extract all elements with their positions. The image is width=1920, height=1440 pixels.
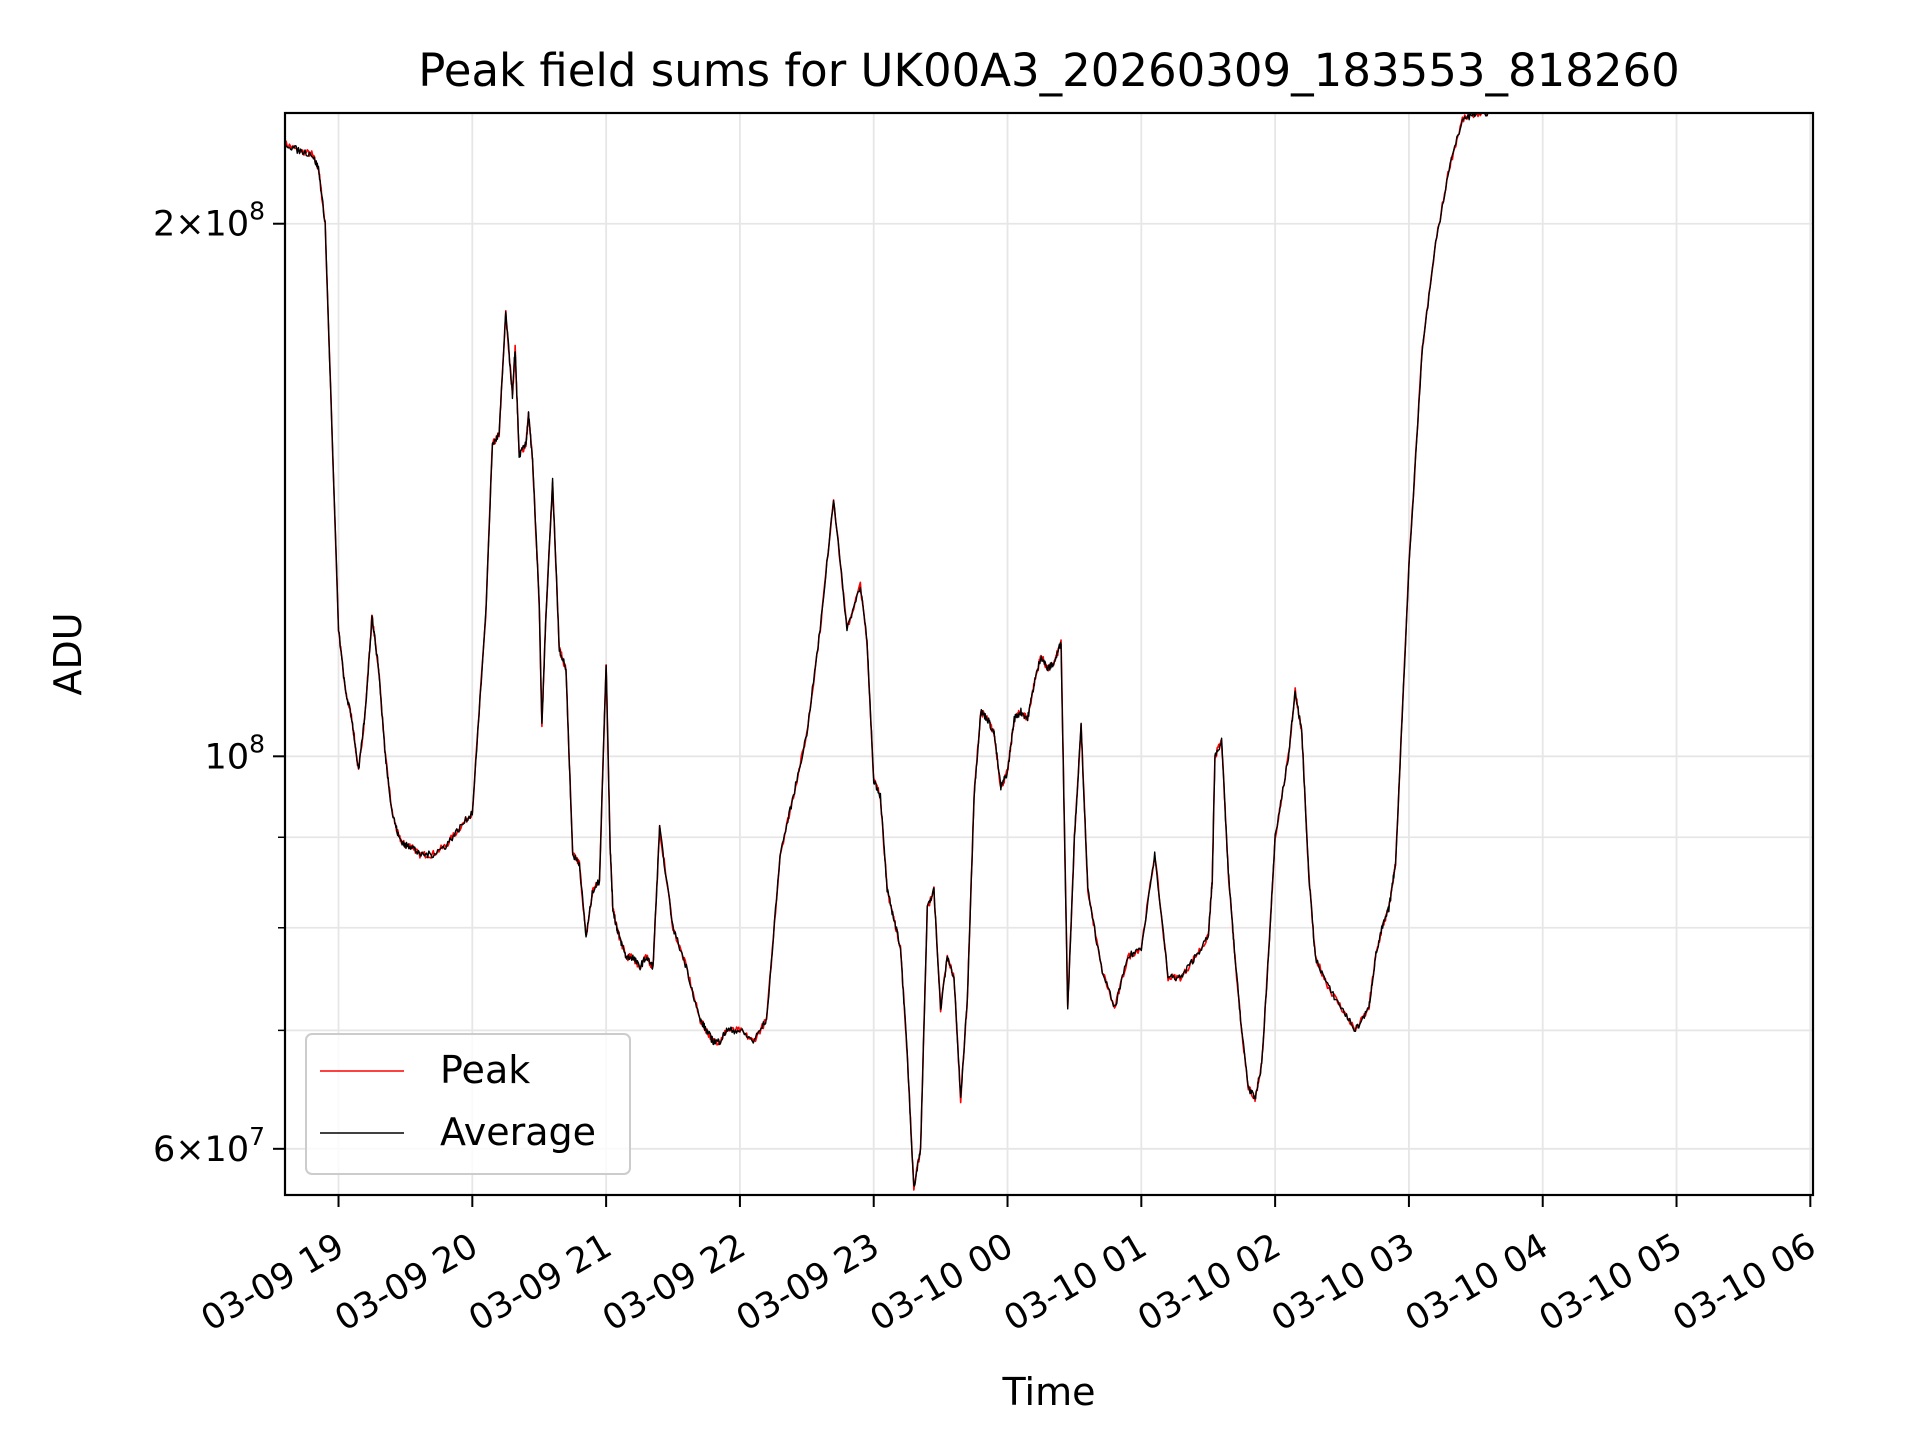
y-tick-label: 2×108 (153, 197, 265, 245)
y-tick-label: 6×107 (153, 1122, 265, 1170)
legend-box (305, 1033, 631, 1175)
y-tick-label: 108 (205, 729, 265, 777)
legend-label-average: Average (440, 1110, 596, 1154)
series-layer (285, 113, 1489, 1191)
legend: Peak Average (305, 1033, 631, 1175)
series-line-average (285, 113, 1489, 1187)
legend-label-peak: Peak (440, 1048, 530, 1092)
plot-frame (283, 111, 1815, 1197)
chart-title: Peak field sums for UK00A3_20260309_1835… (418, 44, 1680, 97)
y-axis-label: ADU (46, 612, 90, 695)
x-axis-label: Time (1002, 1370, 1096, 1414)
grid (285, 113, 1813, 1195)
